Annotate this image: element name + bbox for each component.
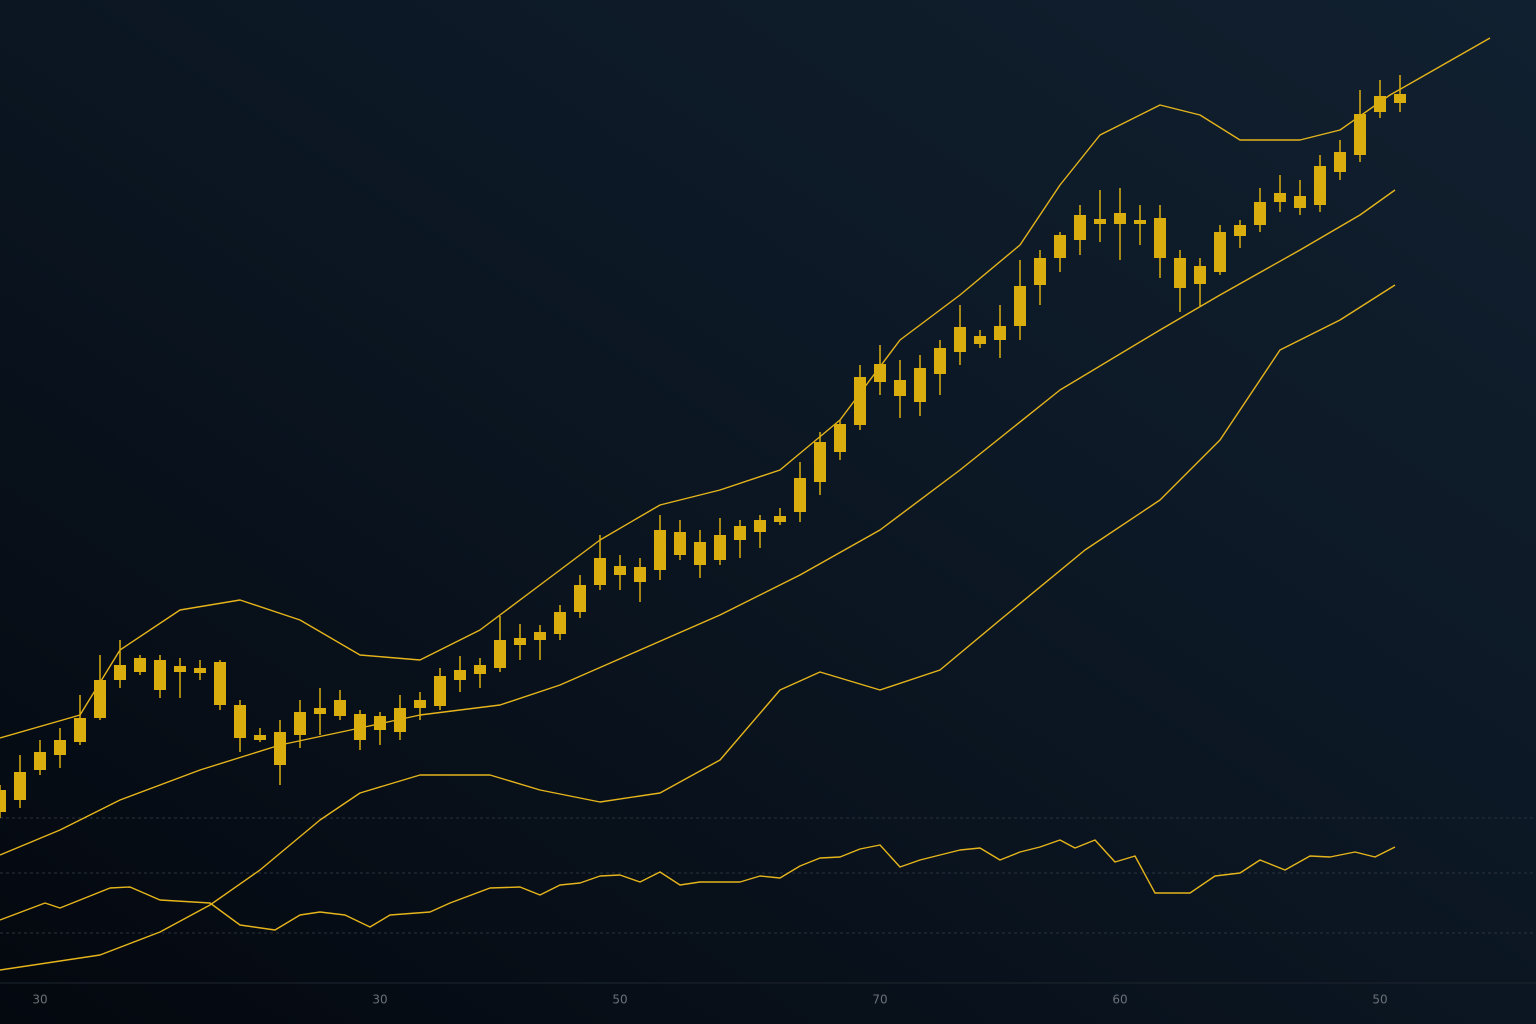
candle-body [894,380,906,396]
candle-body [494,640,506,668]
candle-body [1234,225,1246,236]
candle-body [1074,215,1086,240]
candle-body [354,714,366,740]
candle-body [914,368,926,402]
candle-body [194,668,206,673]
candle-body [294,712,306,735]
candle-body [754,520,766,532]
candle-body [1154,218,1166,258]
candle-body [954,327,966,352]
candle-body [274,732,286,765]
candle-body [1054,235,1066,258]
candle-body [734,526,746,540]
candle-body [154,660,166,690]
candle-body [414,700,426,708]
candle-body [34,752,46,770]
candle-body [1294,196,1306,208]
candle-body [334,700,346,716]
x-tick-label: 30 [372,993,387,1007]
x-tick-label: 50 [612,993,627,1007]
candle-body [1374,96,1386,112]
candle-body [874,364,886,382]
candle-body [1174,258,1186,288]
candle-body [1254,202,1266,225]
candle-body [1114,213,1126,224]
indicator-line [0,839,1396,931]
candle-body [1274,193,1286,202]
candle-body [834,424,846,452]
candle-body [514,638,526,645]
candle-body [1214,232,1226,272]
candle-body [74,718,86,742]
candle-body [674,532,686,555]
candle-body [574,585,586,612]
candle-body [1394,94,1406,103]
x-tick-label: 30 [32,993,47,1007]
x-tick-label: 70 [872,993,887,1007]
candle-body [1094,219,1106,224]
candle-body [1334,152,1346,172]
x-tick-label: 60 [1112,993,1127,1007]
candle-body [1194,266,1206,284]
candle-body [714,535,726,560]
x-tick-label: 50 [1372,993,1387,1007]
candle-body [1134,220,1146,224]
candle-body [1314,166,1326,205]
candle-body [854,377,866,425]
candle-body [214,662,226,705]
candle-body [94,680,106,718]
candle-body [1034,258,1046,285]
candle-body [54,740,66,755]
candle-body [0,790,6,812]
candle-body [314,708,326,714]
candle-body [694,542,706,565]
candle-body [594,558,606,585]
candle-body [14,772,26,800]
plot-area: 30 30 50 70 60 50 [0,37,1491,1007]
candle-body [1014,286,1026,326]
indicator-line [0,37,1491,739]
candle-body [614,566,626,575]
candle-body [474,665,486,674]
candle-body [654,530,666,570]
candle-body [994,326,1006,340]
candle-body [814,442,826,482]
candle-body [114,665,126,680]
candle-body [174,666,186,672]
candle-body [394,708,406,732]
candle-body [794,478,806,512]
indicator-line [0,189,1396,856]
candle-body [454,670,466,680]
candle-body [254,735,266,740]
candle-body [374,716,386,730]
candle-body [974,336,986,344]
candle-body [634,567,646,582]
candle-body [134,658,146,672]
candle-body [554,612,566,634]
candle-body [1354,114,1366,155]
candle-body [434,676,446,706]
candle-body [774,516,786,522]
candle-body [234,705,246,738]
candle-body [534,632,546,640]
indicator-line [0,284,1396,971]
candle-body [934,348,946,374]
